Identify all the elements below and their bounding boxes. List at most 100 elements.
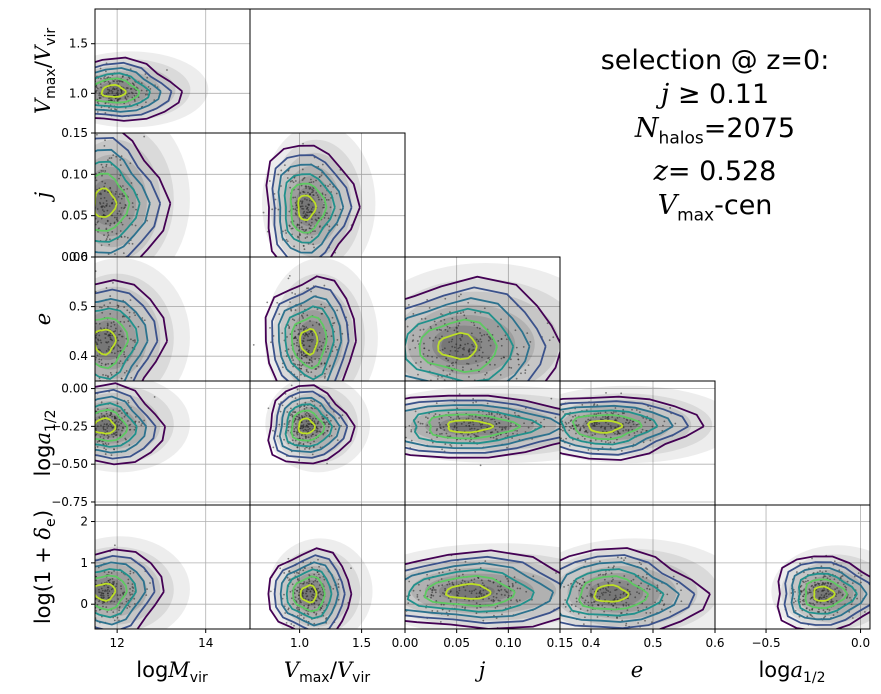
data-point [474, 415, 477, 418]
data-point [86, 578, 88, 580]
data-point [66, 102, 68, 104]
contour-line [790, 566, 868, 621]
data-point [560, 437, 563, 440]
data-point [614, 589, 617, 592]
data-point [823, 594, 826, 597]
data-point [108, 590, 111, 593]
data-point [473, 589, 476, 592]
data-point [587, 601, 590, 604]
data-point [513, 576, 516, 579]
data-point [570, 427, 573, 430]
data-point [310, 221, 313, 224]
data-point [82, 589, 84, 591]
data-point [632, 423, 635, 426]
data-point [567, 584, 570, 587]
data-point [575, 432, 577, 435]
data-point [302, 582, 305, 585]
data-point [321, 417, 324, 420]
data-point [483, 584, 485, 587]
data-point [111, 92, 114, 94]
data-point [458, 589, 461, 592]
data-point [100, 341, 103, 344]
data-point [426, 595, 429, 598]
data-point [297, 345, 300, 348]
data-point [80, 232, 82, 234]
data-point [594, 421, 597, 424]
data-point [109, 423, 112, 426]
data-point [477, 577, 480, 579]
data-point [584, 560, 587, 563]
data-point [272, 429, 274, 432]
data-point [477, 428, 479, 431]
data-point [341, 414, 344, 417]
data-point [584, 616, 586, 619]
data-point [434, 591, 437, 594]
data-point [570, 582, 572, 585]
data-point [649, 611, 652, 614]
density-fill [407, 304, 535, 381]
data-point [802, 598, 805, 601]
data-point [119, 202, 122, 204]
data-point [310, 588, 313, 591]
data-point [462, 311, 465, 313]
data-point [98, 92, 101, 95]
data-point [490, 599, 493, 602]
data-point [835, 595, 837, 598]
data-point [609, 425, 612, 427]
data-point [516, 600, 519, 603]
data-point [422, 353, 425, 355]
data-point [511, 437, 514, 439]
data-point [116, 304, 119, 307]
data-point [90, 216, 92, 218]
data-point [126, 78, 129, 81]
data-point [480, 334, 483, 337]
data-point [400, 440, 402, 442]
contour-line [813, 585, 836, 602]
data-point [458, 587, 461, 589]
data-point [285, 621, 288, 624]
data-point [71, 104, 73, 106]
data-point [93, 211, 95, 213]
data-point [79, 591, 81, 593]
data-point [141, 317, 144, 319]
data-point [434, 336, 437, 339]
data-point [662, 424, 664, 427]
data-point [104, 102, 107, 105]
data-point [602, 415, 604, 418]
data-point [143, 135, 146, 138]
data-point [120, 91, 123, 94]
data-point [99, 306, 101, 309]
data-point [464, 595, 467, 598]
density-fill [405, 262, 560, 381]
data-point [304, 435, 307, 438]
data-point [307, 349, 310, 352]
data-point [104, 170, 107, 172]
data-point [600, 425, 603, 428]
data-point [311, 419, 314, 422]
outer-frame-top [249, 8, 871, 506]
data-point [128, 591, 131, 594]
data-point [290, 384, 293, 387]
data-point [316, 422, 319, 425]
data-point [607, 590, 610, 592]
data-point [411, 340, 414, 343]
data-point [441, 608, 444, 611]
data-point [111, 88, 114, 91]
data-point [615, 596, 617, 599]
data-point [310, 359, 313, 362]
data-point [296, 352, 299, 355]
data-point [78, 224, 80, 226]
data-point [308, 227, 311, 230]
data-point [92, 593, 94, 595]
data-point [402, 423, 404, 425]
data-point [304, 413, 307, 415]
data-point [297, 235, 299, 238]
data-point [310, 236, 313, 239]
data-point [137, 96, 140, 99]
data-point [500, 318, 502, 321]
data-point [509, 358, 512, 361]
data-point [81, 82, 83, 84]
data-point [593, 423, 596, 426]
data-point [440, 578, 443, 580]
data-point [140, 89, 143, 92]
